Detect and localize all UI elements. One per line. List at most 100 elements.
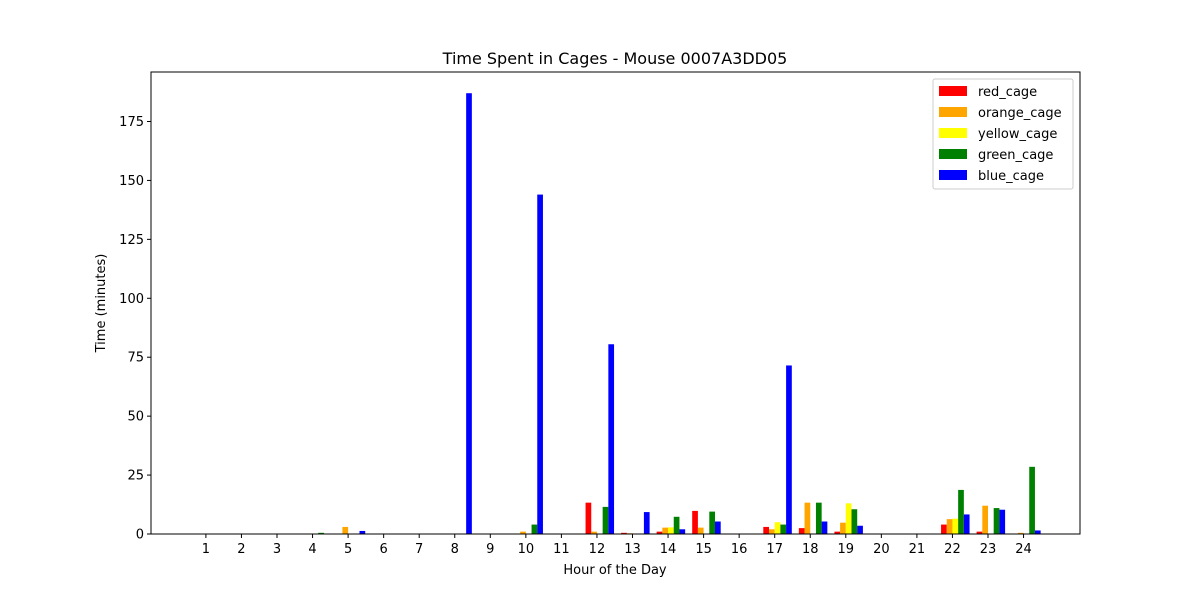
x-axis-label: Hour of the Day xyxy=(563,563,667,578)
bar-green_cage-hour-17 xyxy=(780,524,787,534)
bar-green_cage-hour-15 xyxy=(709,511,715,534)
y-tick-label: 0 xyxy=(136,528,144,543)
x-tick-label: 9 xyxy=(486,542,494,557)
bar-blue_cage-hour-12 xyxy=(608,344,615,534)
bar-yellow_cage-hour-19 xyxy=(845,503,852,534)
x-tick-label: 22 xyxy=(944,542,961,557)
bar-yellow_cage-hour-17 xyxy=(774,522,781,534)
bar-green_cage-hour-10 xyxy=(531,524,538,534)
x-tick-label: 13 xyxy=(624,542,641,557)
bar-orange_cage-hour-24 xyxy=(1017,532,1024,534)
bar-blue_cage-hour-19 xyxy=(857,525,863,534)
bar-blue_cage-hour-22 xyxy=(963,514,970,534)
bar-orange_cage-hour-15 xyxy=(697,527,704,534)
bar-green_cage-hour-19 xyxy=(851,509,858,534)
bar-orange_cage-hour-23 xyxy=(982,505,988,534)
bar-blue_cage-hour-24 xyxy=(1034,530,1041,534)
x-tick-label: 18 xyxy=(802,542,819,557)
bars-group xyxy=(318,93,1041,535)
x-tick-label: 15 xyxy=(695,542,712,557)
x-tick-label: 17 xyxy=(766,542,783,557)
bar-orange_cage-hour-14 xyxy=(662,527,669,534)
bar-red_cage-hour-15 xyxy=(692,510,698,534)
x-tick-label: 2 xyxy=(237,542,245,557)
chart-title: Time Spent in Cages - Mouse 0007A3DD05 xyxy=(442,49,788,68)
x-tick-label: 14 xyxy=(660,542,677,557)
bar-red_cage-hour-19 xyxy=(834,531,841,534)
bar-green_cage-hour-22 xyxy=(958,489,964,534)
bar-red_cage-hour-13 xyxy=(621,532,627,534)
x-tick-label: 6 xyxy=(380,542,388,557)
x-tick-label: 4 xyxy=(308,542,316,557)
y-tick-label: 125 xyxy=(119,233,144,248)
bar-green_cage-hour-12 xyxy=(602,506,609,534)
y-tick-label: 50 xyxy=(127,410,144,425)
bar-blue_cage-hour-8 xyxy=(466,93,472,535)
y-tick-label: 75 xyxy=(127,351,144,366)
bar-red_cage-hour-23 xyxy=(976,531,983,534)
x-tick-label: 16 xyxy=(731,542,748,557)
bar-yellow_cage-hour-22 xyxy=(952,518,959,534)
bar-red_cage-hour-18 xyxy=(798,528,805,534)
x-tick-label: 7 xyxy=(415,542,423,557)
bar-red_cage-hour-22 xyxy=(941,524,947,534)
x-axis: 1 2 3 4 5 6 7 8 9 10 11 12 13 14 15 16 17 18 19 20 21 22 23 24 xyxy=(202,534,1032,557)
x-tick-label: 5 xyxy=(344,542,352,557)
legend-swatch-orange_cage xyxy=(939,107,967,117)
bar-red_cage-hour-17 xyxy=(763,526,769,534)
bar-orange_cage-hour-10 xyxy=(520,531,526,534)
legend-label-blue_cage: blue_cage xyxy=(978,169,1044,184)
bar-green_cage-hour-14 xyxy=(673,516,680,534)
legend-label-orange_cage: orange_cage xyxy=(978,106,1062,121)
bar-blue_cage-hour-10 xyxy=(537,194,543,534)
x-tick-label: 3 xyxy=(273,542,281,557)
bar-blue_cage-hour-23 xyxy=(999,509,1006,534)
legend-label-red_cage: red_cage xyxy=(978,85,1037,100)
plot-frame xyxy=(150,71,1081,535)
legend-label-yellow_cage: yellow_cage xyxy=(978,127,1057,142)
bar-green_cage-hour-18 xyxy=(815,502,822,534)
y-tick-label: 150 xyxy=(119,174,144,189)
legend-swatch-yellow_cage xyxy=(939,128,967,138)
x-tick-label: 24 xyxy=(1015,542,1032,557)
bar-orange_cage-hour-5 xyxy=(342,526,349,534)
x-tick-label: 10 xyxy=(518,542,535,557)
bar-blue_cage-hour-17 xyxy=(786,365,792,534)
x-tick-label: 8 xyxy=(451,542,459,557)
y-tick-label: 175 xyxy=(119,115,144,130)
bar-orange_cage-hour-19 xyxy=(840,522,846,534)
legend-swatch-green_cage xyxy=(939,149,967,159)
bar-green_cage-hour-23 xyxy=(993,508,1000,534)
bar-orange_cage-hour-12 xyxy=(591,531,597,534)
x-tick-label: 23 xyxy=(980,542,997,557)
y-axis: 0 25 50 75 100 125 150 175 xyxy=(119,115,151,543)
y-tick-label: 100 xyxy=(119,292,144,307)
bar-blue_cage-hour-15 xyxy=(715,521,721,534)
bar-green_cage-hour-4 xyxy=(318,532,324,534)
y-tick-label: 25 xyxy=(127,469,144,484)
legend: red_cage orange_cage yellow_cage green_cage… xyxy=(932,78,1074,190)
x-tick-label: 20 xyxy=(873,542,890,557)
bar-orange_cage-hour-18 xyxy=(804,502,811,534)
legend-box xyxy=(932,78,1074,190)
bar-blue_cage-hour-14 xyxy=(679,529,686,534)
legend-swatch-red_cage xyxy=(939,86,967,96)
y-axis-label: Time (minutes) xyxy=(94,254,109,354)
legend-swatch-blue_cage xyxy=(939,170,967,180)
bar-orange_cage-hour-17 xyxy=(769,529,775,534)
bar-green_cage-hour-24 xyxy=(1029,466,1035,534)
x-tick-label: 19 xyxy=(838,542,855,557)
bar-blue_cage-hour-5 xyxy=(359,530,366,534)
bar-blue_cage-hour-13 xyxy=(643,512,650,534)
x-tick-label: 12 xyxy=(589,542,606,557)
x-tick-label: 11 xyxy=(553,542,570,557)
bar-yellow_cage-hour-14 xyxy=(668,527,674,534)
x-tick-label: 1 xyxy=(202,542,210,557)
bar-red_cage-hour-14 xyxy=(656,531,663,534)
bar-blue_cage-hour-18 xyxy=(821,521,828,534)
legend-label-green_cage: green_cage xyxy=(978,148,1053,163)
bar-red_cage-hour-12 xyxy=(585,502,592,534)
x-tick-label: 21 xyxy=(909,542,926,557)
